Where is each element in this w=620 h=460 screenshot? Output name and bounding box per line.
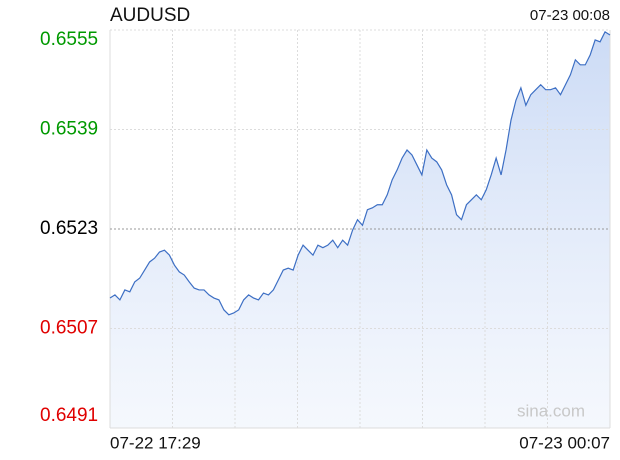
chart-title: AUDUSD	[110, 5, 190, 26]
x-tick-label: 07-23 00:07	[519, 433, 610, 452]
watermark: sina.com	[517, 401, 585, 420]
y-tick-label: 0.6491	[40, 405, 98, 426]
y-tick-label: 0.6555	[40, 29, 98, 50]
y-tick-label: 0.6523	[40, 218, 98, 239]
y-tick-label: 0.6507	[40, 318, 98, 339]
y-tick-label: 0.6539	[40, 119, 98, 140]
timestamp: 07-23 00:08	[530, 7, 610, 24]
x-tick-label: 07-22 17:29	[110, 433, 201, 452]
price-line	[109, 31, 611, 316]
